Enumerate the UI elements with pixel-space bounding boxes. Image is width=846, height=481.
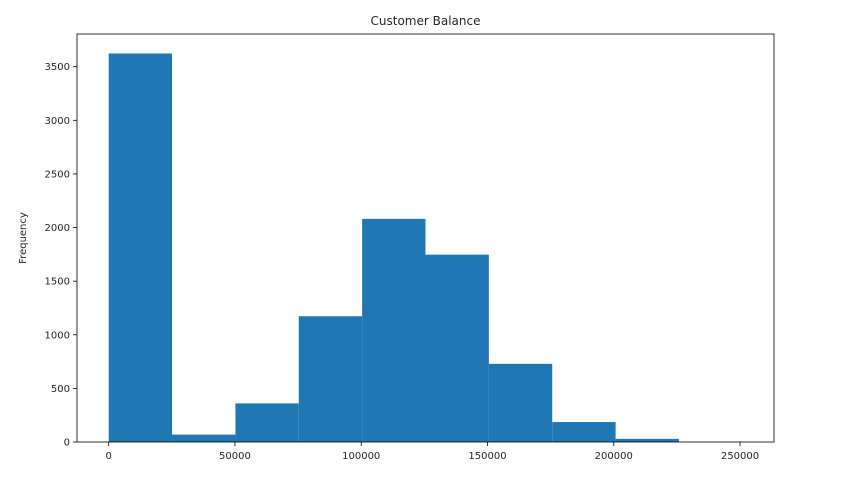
histogram-bar <box>362 218 426 442</box>
histogram-bar <box>235 403 299 442</box>
x-tick-label: 100000 <box>342 451 380 462</box>
histogram-bar <box>298 316 363 442</box>
bars-layer <box>108 53 743 442</box>
y-tick-label: 3000 <box>45 116 70 127</box>
y-tick-label: 1500 <box>45 277 70 288</box>
chart-title: Customer Balance <box>371 14 481 28</box>
x-axis-ticks: 0 50000 100000 150000 200000 250000 <box>105 442 759 462</box>
histogram-bar <box>108 53 173 442</box>
y-tick-label: 0 <box>64 438 70 449</box>
x-tick-label: 250000 <box>721 451 759 462</box>
histogram-bar <box>615 438 679 442</box>
y-tick-label: 500 <box>51 384 70 395</box>
histogram-bar <box>488 363 553 442</box>
x-tick-label: 0 <box>105 451 111 462</box>
y-tick-label: 2000 <box>45 223 70 234</box>
histogram-bar <box>425 254 489 442</box>
y-tick-label: 3500 <box>45 62 70 73</box>
x-tick-label: 150000 <box>468 451 506 462</box>
y-tick-label: 2500 <box>45 169 70 180</box>
plot-frame <box>76 33 775 443</box>
x-tick-label: 200000 <box>595 451 633 462</box>
y-tick-label: 1000 <box>45 330 70 341</box>
y-axis-ticks: 0 500 1000 1500 2000 2500 3000 3500 <box>45 62 77 449</box>
histogram-bar <box>552 422 616 442</box>
x-tick-label: 50000 <box>219 451 251 462</box>
y-axis-title: Frequency <box>18 212 29 264</box>
histogram-bar <box>172 434 236 442</box>
